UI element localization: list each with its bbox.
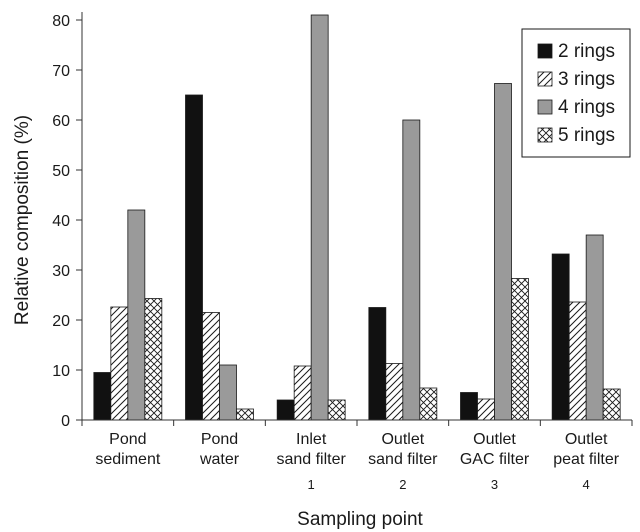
bar [477, 398, 495, 421]
bar [602, 388, 621, 421]
x-category-label: water [199, 451, 240, 468]
x-axis-title: Sampling point [297, 509, 423, 530]
bar [585, 234, 604, 421]
y-tick-label: 50 [52, 163, 70, 180]
bar [93, 372, 112, 421]
legend: 2 rings 3 rings 4 rings 5 rings [521, 28, 631, 158]
x-axis: Pond sediment Pond water Inlet sand filter 1 Ou… [81, 419, 633, 492]
x-category-label: Outlet [473, 431, 516, 448]
x-category-label: GAC filter [460, 451, 530, 468]
y-tick-label: 70 [52, 63, 70, 80]
x-category-label: Outlet [565, 431, 608, 448]
legend-swatch [537, 99, 553, 115]
x-category-number: 4 [583, 477, 590, 492]
x-category-label: sand filter [276, 451, 346, 468]
x-category-number: 1 [308, 477, 315, 492]
y-tick-label: 80 [52, 13, 70, 30]
bar [327, 399, 346, 421]
bar [402, 119, 421, 421]
bar [202, 312, 220, 421]
bar [568, 301, 587, 421]
bars [93, 14, 621, 421]
legend-swatch [537, 71, 553, 87]
x-category-label: Pond [109, 431, 146, 448]
bar [293, 365, 312, 421]
y-axis: 0 10 20 30 40 50 60 70 80 [52, 12, 83, 430]
x-category-number: 2 [399, 477, 406, 492]
bar [219, 364, 237, 421]
bar [310, 14, 329, 421]
bar [551, 253, 570, 421]
y-tick-label: 20 [52, 313, 70, 330]
y-tick-label: 40 [52, 213, 70, 230]
x-category-label: sand filter [368, 451, 438, 468]
bar [419, 387, 438, 421]
x-category-label: Outlet [381, 431, 424, 448]
bar [110, 306, 129, 421]
bar [385, 363, 404, 421]
legend-swatch [537, 127, 553, 143]
legend-label: 4 rings [558, 97, 615, 118]
y-axis-title: Relative composition (%) [12, 115, 33, 325]
legend-label: 5 rings [558, 125, 615, 146]
bar [494, 83, 512, 421]
bar [460, 392, 478, 421]
legend-label: 3 rings [558, 69, 615, 90]
bar [185, 94, 203, 421]
bar [511, 278, 529, 421]
legend-swatch [537, 43, 553, 59]
bar [127, 209, 146, 421]
bar [236, 408, 254, 421]
x-category-number: 3 [491, 477, 498, 492]
legend-label: 2 rings [558, 41, 615, 62]
y-tick-label: 0 [61, 413, 70, 430]
bar [368, 307, 387, 421]
bar [144, 298, 163, 421]
x-category-label: peat filter [553, 451, 619, 468]
y-tick-label: 30 [52, 263, 70, 280]
x-category-label: sediment [95, 451, 160, 468]
y-tick-label: 60 [52, 113, 70, 130]
x-category-label: Inlet [296, 431, 327, 448]
x-category-label: Pond [201, 431, 238, 448]
bar [276, 399, 295, 421]
y-tick-label: 10 [52, 363, 70, 380]
